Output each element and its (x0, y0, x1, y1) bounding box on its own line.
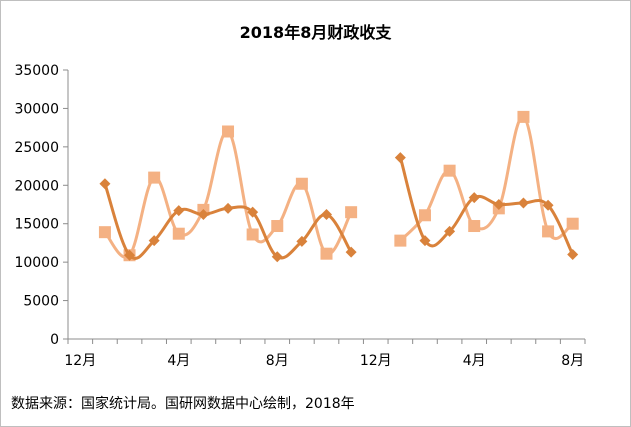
x-tick-label: 4月 (463, 353, 486, 369)
diamond-point (271, 251, 283, 263)
diamond-point (173, 205, 185, 217)
diamond-point (517, 197, 529, 209)
diamond-point (148, 235, 160, 247)
square-point (394, 234, 407, 247)
diamond-point (468, 192, 480, 204)
square-point (246, 228, 259, 241)
square-point (418, 209, 431, 222)
y-tick-label: 5000 (23, 294, 59, 310)
diamond-point (247, 206, 259, 218)
diamond-point (444, 225, 456, 237)
diamond-point (542, 199, 554, 211)
diamond-point (321, 208, 332, 220)
square-point (517, 110, 530, 123)
x-tick-label: 8月 (266, 353, 289, 369)
square-point (148, 171, 161, 184)
diamond-point (222, 202, 234, 214)
series-line-2 (103, 129, 353, 259)
square-point (566, 217, 579, 230)
square-point (443, 164, 456, 177)
chart-title: 2018年8月财政收支 (239, 23, 392, 42)
diamond-point (345, 246, 357, 258)
x-tick-label: 8月 (561, 353, 584, 369)
y-tick-label: 25000 (14, 140, 59, 156)
square-point (222, 125, 235, 138)
y-tick-label: 30000 (14, 101, 59, 117)
square-point (271, 220, 284, 233)
square-point (295, 177, 308, 190)
x-tick-label: 12月 (360, 353, 392, 369)
y-tick-label: 15000 (14, 217, 59, 233)
diamond-point (124, 249, 136, 261)
series-line-2 (399, 115, 574, 242)
source-note: 数据来源：国家统计局。国研网数据中心绘制，2018年 (11, 396, 355, 412)
square-point (542, 225, 555, 238)
y-tick-label: 35000 (14, 63, 59, 79)
diamond-point (493, 199, 505, 210)
square-point (320, 247, 333, 260)
diamond-point (296, 235, 308, 247)
x-tick-label: 12月 (64, 353, 96, 369)
square-point (468, 220, 481, 233)
square-point (172, 227, 185, 240)
diamond-point (567, 248, 579, 260)
square-point (98, 226, 111, 239)
y-tick-label: 20000 (14, 178, 59, 194)
x-tick-label: 4月 (167, 353, 190, 369)
y-tick-label: 10000 (14, 255, 59, 271)
diamond-point (419, 235, 431, 247)
square-point (345, 206, 358, 219)
diamond-point (394, 152, 406, 164)
y-tick-label: 0 (50, 332, 59, 348)
diamond-point (99, 178, 111, 190)
diamond-point (197, 208, 209, 220)
